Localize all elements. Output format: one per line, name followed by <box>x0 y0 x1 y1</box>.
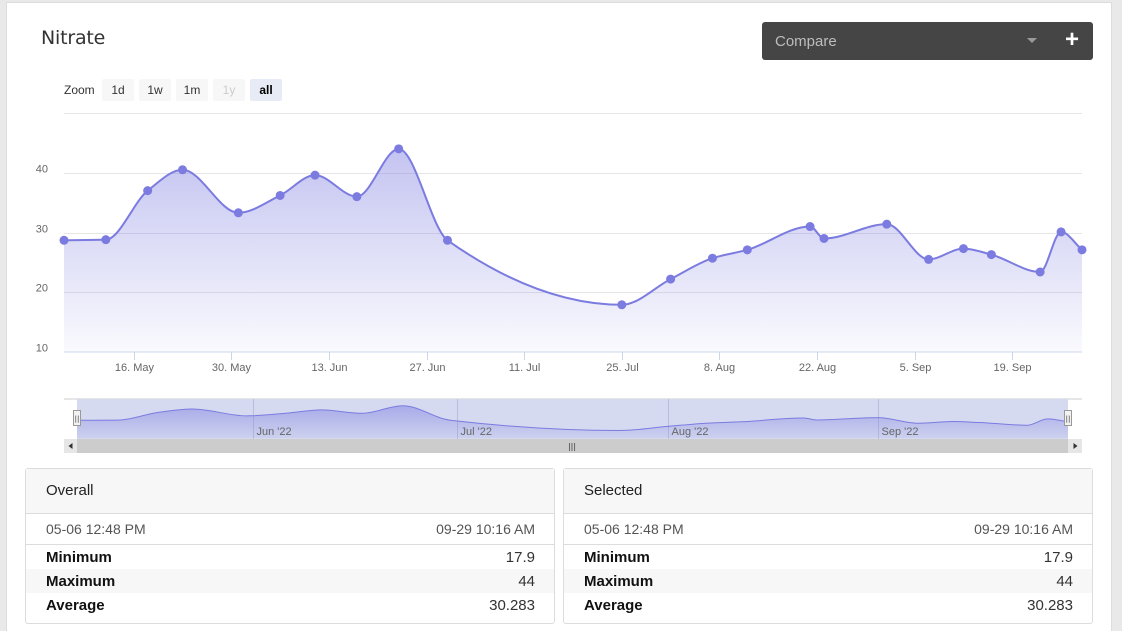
navigator-area <box>77 405 1068 438</box>
x-tick-label: 19. Sep <box>994 362 1032 374</box>
data-point <box>275 190 285 200</box>
data-point <box>352 192 362 202</box>
selected-stats-card: Selected 05-06 12:48 PM 09-29 10:16 AM M… <box>563 468 1093 624</box>
navigator-right-handle-grip: || <box>1066 415 1071 423</box>
y-tick-label: 20 <box>36 283 48 295</box>
stats-date-range: 05-06 12:48 PM 09-29 10:16 AM <box>564 514 1092 545</box>
y-axis: 10 20 30 40 <box>36 164 48 355</box>
x-tick-label: 11. Jul <box>509 362 541 374</box>
x-axis: 16. May 30. May 13. Jun 27. Jun 11. Jul 25. J… <box>115 352 1032 374</box>
stats-title: Overall <box>26 469 554 514</box>
data-point <box>958 244 968 254</box>
stats-row-minimum: Minimum 17.9 <box>564 545 1092 569</box>
data-point <box>178 165 188 175</box>
navigator-label: Aug '22 <box>672 426 709 438</box>
stats-label: Average <box>584 597 643 614</box>
stats-row-average: Average 30.283 <box>26 593 554 617</box>
scrollbar[interactable]: ||| <box>64 439 1082 453</box>
stats-value: 44 <box>1056 573 1073 590</box>
navigator-left-handle[interactable] <box>73 410 81 426</box>
data-point <box>805 222 815 232</box>
overall-stats-card: Overall 05-06 12:48 PM 09-29 10:16 AM Mi… <box>25 468 555 624</box>
stats-value: 44 <box>518 573 535 590</box>
data-point <box>986 250 996 260</box>
stats-end-date: 09-29 10:16 AM <box>974 521 1073 537</box>
y-tick-label: 40 <box>36 164 48 176</box>
data-point <box>819 233 829 243</box>
navigator-label: Jul '22 <box>461 426 492 438</box>
y-tick-label: 30 <box>36 224 48 236</box>
data-point <box>233 208 243 218</box>
stats-date-range: 05-06 12:48 PM 09-29 10:16 AM <box>26 514 554 545</box>
data-point <box>742 245 752 255</box>
stats-title: Selected <box>564 469 1092 514</box>
zoom-1d-button[interactable]: 1d <box>102 79 134 101</box>
x-tick-label: 8. Aug <box>704 362 735 374</box>
x-tick-label: 16. May <box>115 362 155 374</box>
stats-row-maximum: Maximum 44 <box>564 569 1092 593</box>
data-point <box>1056 227 1066 237</box>
data-point <box>882 219 892 229</box>
zoom-1w-button[interactable]: 1w <box>139 79 171 101</box>
stats-value: 30.283 <box>489 597 535 614</box>
navigator-label: Sep '22 <box>882 426 919 438</box>
data-point <box>394 144 404 154</box>
stats-value: 30.283 <box>1027 597 1073 614</box>
navigator[interactable]: Jun '22 Jul '22 Aug '22 Sep '22 || || <box>64 398 1082 439</box>
data-point <box>442 235 452 245</box>
zoom-label: Zoom <box>64 83 95 97</box>
x-tick-label: 27. Jun <box>409 362 445 374</box>
stats-label: Maximum <box>584 573 654 590</box>
x-tick-label: 22. Aug <box>799 362 836 374</box>
data-point <box>59 235 69 245</box>
navigator-right-handle[interactable] <box>1064 410 1072 426</box>
stats-row-minimum: Minimum 17.9 <box>26 545 554 569</box>
data-point <box>617 300 627 310</box>
stats-value: 17.9 <box>1043 549 1073 566</box>
navigator-labels: Jun '22 Jul '22 Aug '22 Sep '22 <box>257 426 919 438</box>
x-tick-label: 25. Jul <box>606 362 638 374</box>
stats-row-maximum: Maximum 44 <box>26 569 554 593</box>
panel-title: Nitrate <box>41 27 106 49</box>
data-point <box>666 274 676 284</box>
stats-row-average: Average 30.283 <box>564 593 1092 617</box>
x-tick-label: 5. Sep <box>900 362 932 374</box>
data-point <box>101 235 111 245</box>
stats-value: 17.9 <box>505 549 535 566</box>
series-area <box>64 148 1082 352</box>
compare-placeholder: Compare <box>775 33 837 50</box>
series-points <box>59 144 1087 310</box>
arrow-left-icon <box>68 443 73 449</box>
y-tick-label: 10 <box>36 343 48 355</box>
nitrate-chart: 10 20 30 40 16. May 30. May 13. Jun 27. Jun 11.… <box>36 113 1087 453</box>
x-tick-label: 30. May <box>212 362 252 374</box>
stats-end-date: 09-29 10:16 AM <box>436 521 535 537</box>
stats-start-date: 05-06 12:48 PM <box>584 521 684 537</box>
data-point <box>310 170 320 180</box>
data-point <box>707 253 717 263</box>
stats-label: Minimum <box>584 549 650 566</box>
scrollbar-thumb[interactable] <box>77 439 1068 453</box>
stats-label: Average <box>46 597 105 614</box>
x-tick-label: 13. Jun <box>311 362 347 374</box>
navigator-line <box>76 405 1069 432</box>
zoom-1y-button[interactable]: 1y <box>213 79 245 101</box>
stats-start-date: 05-06 12:48 PM <box>46 521 146 537</box>
data-point <box>1077 245 1087 255</box>
data-point <box>143 186 153 196</box>
data-point <box>1035 267 1045 277</box>
zoom-all-button[interactable]: all <box>250 79 282 101</box>
chevron-down-icon[interactable] <box>1027 38 1037 43</box>
plus-icon[interactable]: + <box>1064 26 1079 53</box>
arrow-right-icon <box>1073 443 1078 449</box>
navigator-label: Jun '22 <box>257 426 292 438</box>
stats-label: Maximum <box>46 573 116 590</box>
stats-label: Minimum <box>46 549 112 566</box>
navigator-left-handle-grip: || <box>75 415 80 423</box>
zoom-1m-button[interactable]: 1m <box>176 79 208 101</box>
scrollbar-grip: ||| <box>568 442 576 451</box>
data-point <box>924 254 934 264</box>
compare-select[interactable]: Compare + <box>762 22 1093 60</box>
